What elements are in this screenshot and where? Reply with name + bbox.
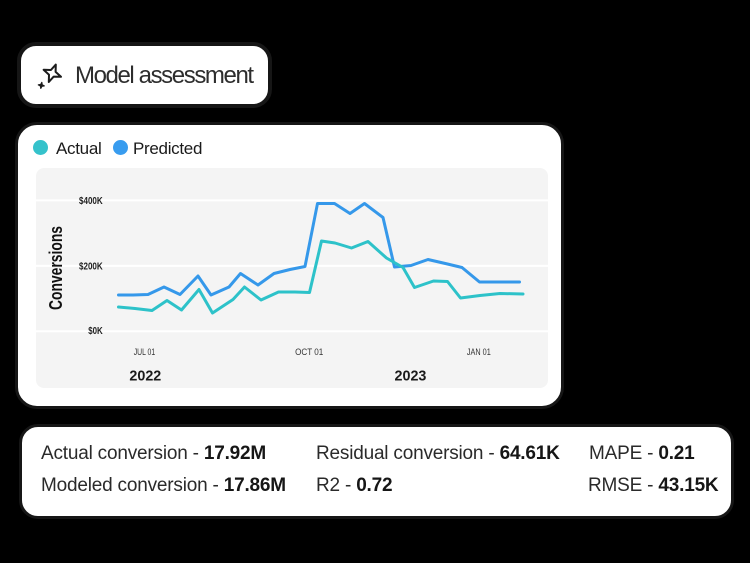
svg-text:JUL 01: JUL 01 — [134, 347, 156, 357]
svg-text:OCT 01: OCT 01 — [295, 347, 323, 357]
svg-text:$200K: $200K — [79, 261, 103, 272]
svg-text:JAN 01: JAN 01 — [467, 347, 491, 357]
svg-text:2022: 2022 — [129, 368, 161, 385]
svg-text:Conversions: Conversions — [46, 226, 66, 310]
svg-text:$400K: $400K — [79, 196, 103, 207]
svg-text:$0K: $0K — [88, 326, 103, 337]
svg-text:2023: 2023 — [395, 368, 427, 385]
